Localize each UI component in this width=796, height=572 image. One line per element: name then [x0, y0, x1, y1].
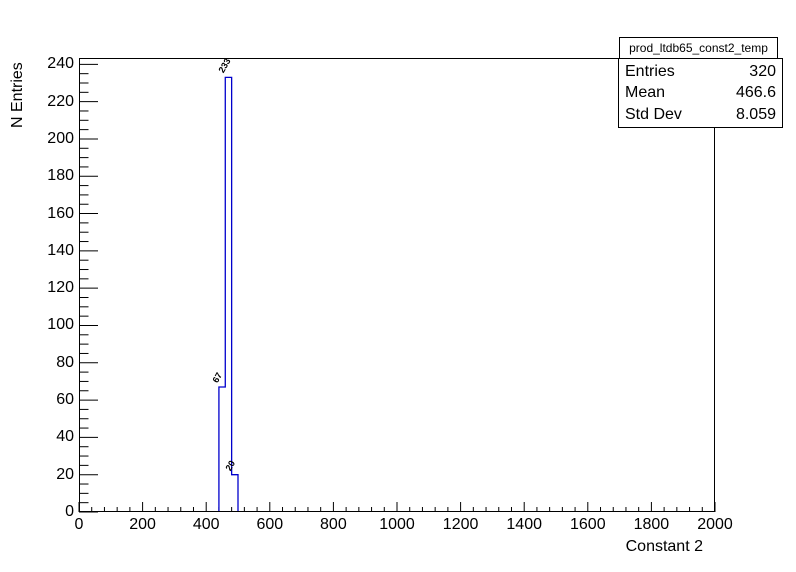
stats-row-entries: Entries 320: [619, 61, 782, 82]
x-tick-label: 600: [256, 516, 284, 533]
stats-label: Std Dev: [625, 105, 682, 123]
y-tick-label: 160: [47, 204, 74, 222]
y-tick-label: 180: [47, 167, 74, 185]
y-tick-label: 40: [56, 428, 74, 446]
stats-value: 8.059: [735, 105, 776, 123]
y-tick-label: 240: [47, 55, 74, 73]
stats-box: Entries 320 Mean 466.6 Std Dev 8.059: [618, 58, 783, 128]
x-tick-label: 800: [320, 516, 347, 533]
stats-row-mean: Mean 466.6: [619, 82, 782, 103]
x-axis-title: Constant 2: [625, 538, 703, 555]
y-tick-label: 200: [47, 129, 74, 147]
x-tick-label: 1000: [379, 516, 415, 533]
x-tick-label: 400: [192, 516, 220, 533]
stats-row-stddev: Std Dev 8.059: [619, 104, 782, 125]
histogram-title-text: prod_ltdb65_const2_temp: [629, 41, 768, 55]
y-tick-label: 60: [56, 391, 74, 409]
plot-frame: [79, 58, 715, 512]
y-tick-label: 20: [56, 465, 74, 483]
histogram-step-line: [218, 76, 239, 512]
y-tick-label: 220: [47, 92, 74, 110]
y-tick-label: 0: [65, 503, 74, 520]
histogram-title-box: prod_ltdb65_const2_temp: [619, 37, 778, 59]
stats-value: 320: [749, 63, 776, 81]
x-tick-label: 1200: [442, 516, 479, 533]
x-tick-label: 1400: [506, 516, 542, 533]
x-tick-label: 1600: [570, 516, 606, 533]
y-axis-title: N Entries: [9, 62, 26, 128]
stats-value: 466.6: [735, 84, 776, 102]
y-tick-label: 100: [47, 316, 74, 334]
y-tick-label: 140: [47, 241, 74, 259]
stats-label: Entries: [625, 63, 675, 81]
x-tick-label: 2000: [697, 516, 733, 533]
y-tick-label: 80: [56, 353, 74, 371]
y-tick-label: 120: [47, 279, 74, 297]
x-tick-label: 1800: [633, 516, 670, 533]
x-tick-label: 0: [74, 516, 84, 533]
stats-label: Mean: [625, 84, 666, 102]
x-tick-label: 200: [129, 516, 156, 533]
